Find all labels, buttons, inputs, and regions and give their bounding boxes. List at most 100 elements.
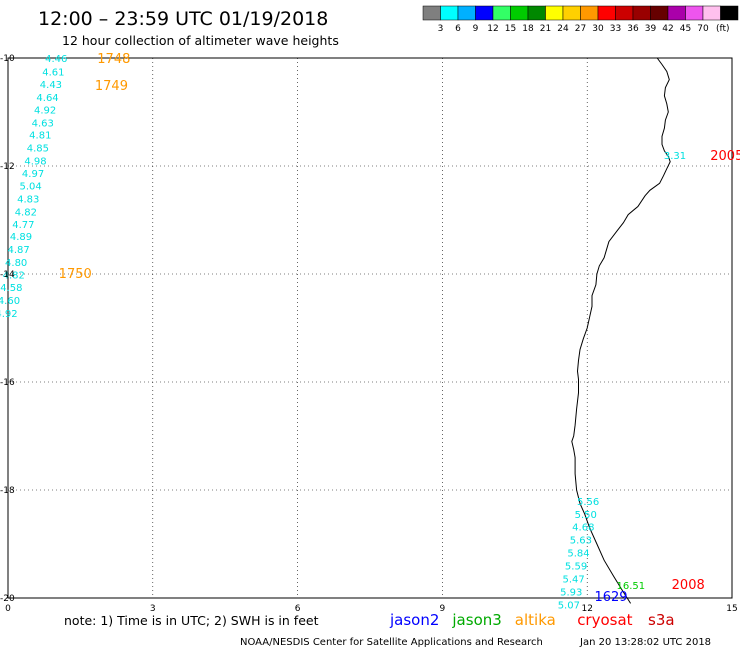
legend-swatch — [492, 5, 511, 21]
legend-tick-label: 45 — [680, 24, 691, 34]
wave-height-label: 5.56 — [577, 497, 599, 508]
pass-number-label: 2008 — [672, 578, 705, 593]
legend-tick-label: 42 — [662, 24, 673, 34]
y-tick-label: -20 — [0, 594, 15, 604]
wave-height-label: 4.85 — [27, 144, 49, 155]
wave-height-label: 4.92 — [0, 309, 18, 320]
legend-tick-label: 21 — [540, 24, 551, 34]
x-tick-label: 6 — [295, 604, 301, 614]
legend-tick-label: 30 — [592, 24, 604, 34]
map-frame — [7, 57, 733, 599]
legend-swatch — [422, 5, 441, 21]
wave-height-label: 3.31 — [664, 151, 686, 162]
coastline — [571, 57, 671, 604]
wave-height-labels: 4.464.614.434.644.924.634.814.854.984.97… — [0, 54, 686, 611]
satellite-name-altika: altika — [515, 611, 556, 629]
color-legend: 3 6 9 12 15 18 21 24 27 30 33 36 39 42 45 70 — [422, 5, 739, 34]
wave-height-label: 4.46 — [45, 54, 67, 65]
pass-number-label: 1748 — [97, 52, 130, 67]
timestamp-text: Jan 20 13:28:02 UTC 2018 — [579, 637, 711, 648]
wave-height-label: 4.92 — [34, 105, 56, 116]
credit-text: NOAA/NESDIS Center for Satellite Applica… — [240, 637, 543, 648]
legend-swatch — [545, 5, 564, 21]
legend-swatch — [685, 5, 704, 21]
y-tick-label: -10 — [0, 54, 15, 64]
legend-swatch — [702, 5, 721, 21]
legend-tick-label: 18 — [522, 24, 534, 34]
legend-swatch — [562, 5, 581, 21]
legend-tick-label: 39 — [645, 24, 657, 34]
wave-height-label: 4.64 — [36, 93, 58, 104]
x-tick-label: 3 — [150, 604, 156, 614]
legend-tick-label: 15 — [505, 24, 516, 34]
wave-height-label: 5.63 — [570, 536, 592, 547]
legend-tick-label: 27 — [575, 24, 586, 34]
wave-height-label: 4.98 — [24, 157, 46, 168]
wave-height-label: 4.82 — [15, 207, 37, 218]
wave-height-label: 5.50 — [575, 510, 597, 521]
wave-height-label: 4.60 — [0, 296, 20, 307]
map-plot-area: 4.464.614.434.644.924.634.814.854.984.97… — [0, 52, 740, 611]
satellite-name-s3a: s3a — [648, 611, 675, 629]
legend-tick-label: 36 — [627, 24, 639, 34]
wave-height-label: 4.58 — [0, 283, 22, 294]
legend-tick-label: 24 — [557, 24, 569, 34]
pass-number-label: 1749 — [95, 79, 128, 94]
wave-height-label: 4.77 — [12, 220, 34, 231]
pass-number-label: 2005 — [710, 149, 740, 164]
graticule — [8, 58, 732, 598]
legend-tick-label: 6 — [455, 24, 461, 34]
satellite-name-jason2: jason2 — [389, 611, 439, 629]
legend-swatch — [667, 5, 686, 21]
wave-height-label: 4.87 — [7, 245, 29, 256]
legend-swatch — [527, 5, 546, 21]
wave-height-label: 4.81 — [29, 131, 51, 142]
x-tick-label: 15 — [726, 604, 737, 614]
legend-tick-label: 9 — [473, 24, 479, 34]
legend-swatch — [632, 5, 651, 21]
legend-tick-label: 33 — [610, 24, 621, 34]
wave-height-label: 4.89 — [10, 232, 32, 243]
wave-height-label: 5.59 — [565, 562, 587, 573]
x-tick-label: 0 — [5, 604, 11, 614]
y-tick-label: -16 — [0, 378, 15, 388]
wave-height-label: 16.51 — [616, 581, 645, 592]
legend-swatch — [650, 5, 669, 21]
legend-tick-label: 70 — [697, 24, 709, 34]
wave-height-label: 4.68 — [572, 523, 594, 534]
wave-height-label: 5.47 — [563, 575, 585, 586]
satellite-name-jason3: jason3 — [451, 611, 501, 629]
satellite-name-cryosat: cryosat — [577, 611, 632, 629]
satellite-key: jason2 jason3 altika cryosat s3a — [389, 611, 675, 629]
legend-swatch — [440, 5, 459, 21]
legend-tick-label: 12 — [487, 24, 498, 34]
pass-number-label: 1750 — [59, 267, 92, 282]
legend-swatch — [720, 5, 739, 21]
pass-number-label: 1629 — [594, 590, 627, 605]
wave-height-label: 5.04 — [20, 181, 42, 192]
legend-swatch — [597, 5, 616, 21]
wave-height-label: 5.93 — [560, 588, 582, 599]
wave-height-label: 4.82 — [3, 271, 25, 282]
wave-height-label: 4.83 — [17, 194, 39, 205]
y-tick-label: -12 — [0, 162, 15, 172]
map-title: 12:00 – 23:59 UTC 01/19/2018 — [38, 8, 328, 30]
wave-height-label: 4.97 — [22, 169, 44, 180]
units-note: note: 1) Time is in UTC; 2) SWH is in fe… — [64, 613, 319, 628]
legend-swatch — [510, 5, 529, 21]
wave-height-label: 5.84 — [567, 549, 589, 560]
legend-tick-label: 3 — [438, 24, 444, 34]
legend-swatch — [475, 5, 494, 21]
wave-height-label: 4.63 — [32, 118, 54, 129]
legend-unit: (ft) — [716, 24, 730, 34]
pass-labels: 1748 1749 1750 2005 2008 1629 — [59, 52, 740, 605]
wave-height-label: 4.61 — [42, 68, 64, 79]
x-tick-label: 9 — [440, 604, 446, 614]
legend-swatch — [580, 5, 599, 21]
x-tick-label: 12 — [581, 604, 592, 614]
map-subtitle: 12 hour collection of altimeter wave hei… — [62, 33, 339, 48]
legend-swatch — [457, 5, 476, 21]
wave-height-label: 4.43 — [40, 80, 62, 91]
y-tick-label: -14 — [0, 270, 15, 280]
